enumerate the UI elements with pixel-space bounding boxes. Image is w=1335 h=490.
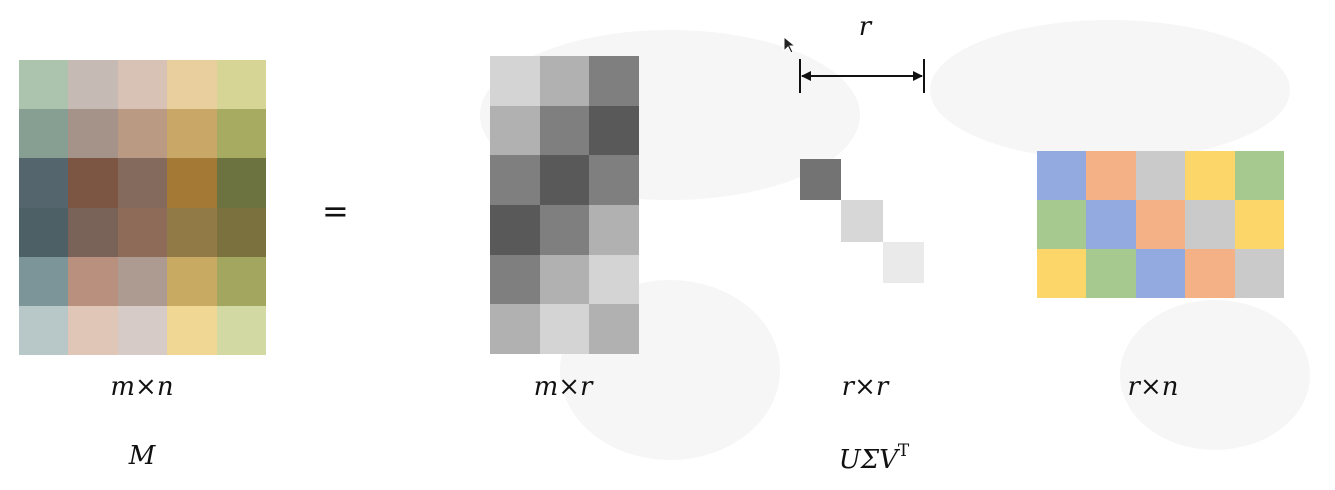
matrix-m-cell-1-4	[216, 109, 266, 159]
m-name-label: M	[128, 441, 156, 471]
matrix-m-cell-0-3	[167, 60, 217, 110]
matrix-m-grid	[19, 60, 266, 355]
matrix-v-cell-0-2	[1135, 151, 1186, 200]
sigma-dim-label: r×r	[841, 372, 889, 402]
matrix-u-cell-4-2	[589, 254, 639, 305]
matrix-m-cell-0-1	[68, 60, 118, 110]
matrix-s-cell-2-2	[882, 241, 924, 283]
matrix-m-cell-5-2	[117, 305, 168, 355]
matrix-m-cell-4-3	[167, 256, 217, 306]
matrix-m-cell-4-1	[68, 256, 118, 306]
matrix-s-cell-1-0	[800, 200, 841, 241]
matrix-m-cell-1-3	[167, 109, 217, 159]
matrix-s-cell-0-2	[883, 159, 924, 200]
matrix-m-cell-3-1	[68, 207, 118, 257]
matrix-u-cell-1-1	[539, 105, 590, 156]
matrix-m-cell-2-4	[216, 158, 266, 208]
matrix-m-cell-0-4	[216, 60, 266, 110]
matrix-m-cell-1-1	[68, 109, 118, 159]
matrix-m-cell-4-2	[117, 256, 168, 306]
bracket-right-arrow	[913, 71, 923, 81]
matrix-vt-grid	[1037, 151, 1284, 298]
matrix-s-cell-1-1	[841, 200, 883, 242]
m-dim-label: m×n	[110, 372, 174, 402]
matrix-v-cell-2-1	[1086, 249, 1136, 298]
matrix-s-cell-1-2	[883, 200, 924, 241]
matrix-s-cell-0-0	[800, 159, 842, 201]
matrix-u-cell-5-2	[589, 304, 639, 354]
matrix-v-cell-1-3	[1185, 200, 1235, 249]
background-map-shape	[1120, 300, 1310, 450]
matrix-v-cell-1-4	[1234, 200, 1284, 249]
matrix-u-cell-5-1	[539, 304, 590, 354]
matrix-sigma-grid	[800, 159, 924, 283]
usv-transpose-sup: T	[897, 441, 910, 461]
matrix-v-cell-1-2	[1135, 200, 1186, 249]
vt-dim-label: r×n	[1127, 372, 1179, 402]
matrix-m-cell-5-1	[68, 305, 118, 355]
matrix-v-cell-1-1	[1086, 200, 1136, 249]
matrix-u-cell-5-0	[490, 304, 540, 354]
matrix-v-cell-0-1	[1086, 151, 1136, 200]
matrix-v-cell-0-0	[1037, 151, 1087, 200]
matrix-m-cell-2-0	[19, 158, 69, 208]
matrix-s-cell-2-1	[841, 242, 882, 283]
matrix-m-cell-5-0	[19, 305, 69, 355]
usv-base-text: UΣV	[838, 445, 898, 475]
matrix-m-cell-4-4	[216, 256, 266, 306]
matrix-m-cell-2-3	[167, 158, 217, 208]
matrix-u-cell-0-0	[490, 56, 540, 106]
matrix-m-cell-3-2	[117, 207, 168, 257]
matrix-u-cell-3-0	[490, 205, 540, 255]
equals-sign: =	[322, 192, 349, 230]
matrix-u-cell-2-2	[589, 155, 639, 205]
matrix-m-cell-3-3	[167, 207, 217, 257]
matrix-m-cell-1-2	[117, 109, 168, 159]
matrix-m-cell-3-4	[216, 207, 266, 257]
matrix-m-cell-4-0	[19, 256, 69, 306]
matrix-v-cell-2-3	[1185, 249, 1235, 298]
mouse-cursor-icon	[783, 36, 797, 54]
matrix-v-cell-0-4	[1234, 151, 1284, 200]
matrix-m-cell-2-1	[68, 158, 118, 208]
matrix-m-cell-0-2	[117, 60, 168, 110]
matrix-s-cell-2-0	[800, 242, 841, 283]
matrix-m-cell-1-0	[19, 109, 69, 159]
matrix-v-cell-0-3	[1185, 151, 1235, 200]
matrix-u-cell-3-2	[589, 205, 639, 255]
matrix-u-cell-1-0	[490, 105, 540, 156]
matrix-m-cell-0-0	[19, 60, 69, 110]
matrix-m-cell-2-2	[117, 158, 168, 208]
matrix-s-cell-0-1	[841, 159, 882, 200]
bracket-left-arrow	[801, 71, 811, 81]
matrix-u-cell-3-1	[539, 205, 590, 255]
matrix-u-cell-1-2	[589, 105, 639, 156]
matrix-u-cell-4-1	[539, 254, 590, 305]
matrix-v-cell-2-2	[1135, 249, 1186, 298]
matrix-u-cell-4-0	[490, 254, 540, 305]
matrix-v-cell-2-0	[1037, 249, 1087, 298]
usv-name-label: UΣVT	[839, 441, 909, 475]
matrix-u-cell-2-1	[539, 155, 590, 205]
u-dim-label: m×r	[533, 372, 593, 402]
matrix-v-cell-1-0	[1037, 200, 1087, 249]
matrix-m-cell-5-3	[167, 305, 217, 355]
matrix-u-cell-2-0	[490, 155, 540, 205]
background-map-shape	[930, 20, 1290, 160]
matrix-v-cell-2-4	[1234, 249, 1284, 298]
matrix-m-cell-5-4	[216, 305, 266, 355]
matrix-m-cell-3-0	[19, 207, 69, 257]
matrix-u-cell-0-1	[539, 56, 590, 106]
matrix-u-grid	[490, 56, 639, 354]
matrix-u-cell-0-2	[589, 56, 639, 106]
bracket-label: r	[858, 12, 872, 42]
width-bracket	[799, 59, 925, 93]
